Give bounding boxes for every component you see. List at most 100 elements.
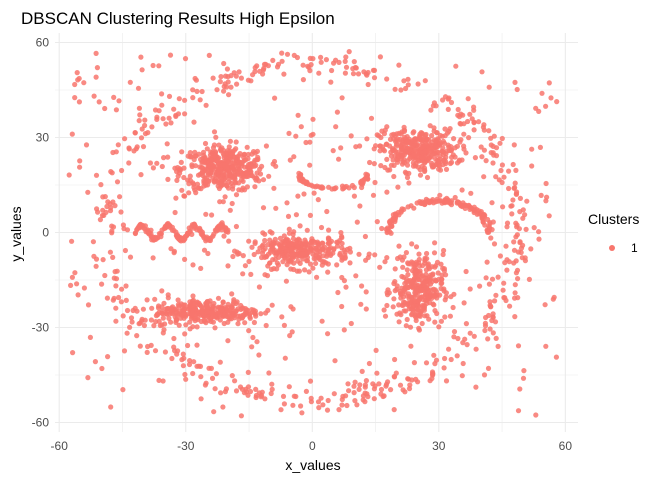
- data-point: [92, 359, 98, 365]
- data-point: [204, 236, 211, 242]
- data-point: [351, 383, 357, 389]
- data-point: [548, 95, 554, 101]
- data-point: [159, 288, 165, 294]
- data-point: [403, 85, 409, 92]
- data-point: [458, 137, 464, 143]
- data-point: [462, 205, 468, 211]
- data-point: [446, 198, 452, 204]
- x-tick-label: 30: [432, 439, 446, 453]
- data-point: [72, 81, 78, 88]
- data-point: [351, 184, 357, 191]
- data-point: [212, 152, 218, 159]
- data-point: [225, 263, 231, 269]
- data-point: [260, 205, 267, 211]
- data-point: [251, 319, 257, 326]
- data-point: [485, 216, 491, 223]
- data-point: [433, 138, 439, 144]
- data-point: [159, 91, 165, 97]
- data-point: [418, 273, 424, 279]
- data-point: [239, 161, 245, 167]
- data-point: [267, 229, 273, 235]
- data-point: [382, 313, 389, 319]
- data-point: [463, 268, 469, 275]
- data-point: [72, 270, 78, 276]
- data-point: [150, 62, 156, 69]
- data-point: [486, 128, 492, 134]
- data-point: [238, 413, 244, 419]
- data-point: [95, 209, 101, 215]
- data-point: [347, 245, 353, 251]
- data-point: [273, 163, 279, 169]
- data-point: [303, 139, 309, 146]
- data-point: [506, 168, 512, 174]
- data-point: [442, 200, 448, 206]
- data-point: [325, 269, 331, 275]
- data-point: [271, 266, 277, 272]
- data-point: [285, 213, 292, 219]
- data-point: [244, 170, 250, 176]
- data-point: [220, 299, 226, 305]
- data-point: [509, 203, 515, 209]
- data-point: [156, 303, 162, 309]
- data-point: [252, 184, 258, 190]
- data-point: [419, 320, 425, 327]
- data-point: [408, 343, 414, 349]
- data-point: [440, 251, 446, 258]
- data-point: [307, 139, 313, 145]
- data-point: [342, 184, 348, 190]
- data-point: [416, 327, 422, 333]
- data-point: [442, 314, 448, 320]
- data-point: [386, 219, 393, 225]
- data-point: [236, 187, 242, 193]
- data-point: [402, 389, 408, 395]
- data-point: [451, 334, 457, 340]
- data-point: [418, 200, 424, 206]
- data-point: [522, 255, 528, 261]
- y-tick-label: 30: [36, 131, 50, 145]
- data-point: [197, 97, 203, 103]
- data-point: [401, 128, 407, 134]
- data-point: [74, 281, 80, 287]
- data-point: [343, 393, 349, 399]
- data-point: [198, 374, 204, 380]
- data-point: [533, 105, 539, 111]
- data-point: [290, 402, 296, 408]
- data-point: [482, 327, 488, 334]
- data-point: [488, 235, 494, 241]
- data-point: [69, 238, 75, 244]
- data-point: [211, 409, 217, 415]
- data-point: [93, 172, 100, 178]
- data-point: [422, 154, 429, 160]
- data-point: [522, 212, 528, 218]
- data-point: [543, 343, 549, 349]
- data-point: [295, 193, 301, 199]
- data-point: [350, 71, 357, 77]
- data-point: [407, 300, 413, 306]
- data-point: [551, 294, 557, 300]
- data-point: [124, 307, 131, 314]
- data-point: [331, 391, 337, 397]
- data-point: [223, 182, 229, 188]
- data-point: [113, 107, 119, 113]
- data-point: [451, 329, 458, 335]
- data-point: [371, 161, 377, 167]
- data-point: [378, 163, 384, 169]
- data-point: [391, 407, 397, 413]
- data-point: [447, 313, 453, 319]
- data-point: [481, 122, 487, 128]
- data-point: [87, 334, 93, 340]
- data-point: [181, 315, 187, 321]
- data-point: [484, 259, 490, 265]
- data-point: [431, 352, 437, 358]
- data-point: [75, 292, 81, 298]
- data-point: [211, 129, 218, 135]
- data-point: [302, 267, 308, 273]
- data-point: [359, 184, 365, 191]
- data-point: [269, 302, 275, 308]
- data-point: [360, 393, 366, 399]
- data-point: [225, 338, 231, 344]
- data-point: [191, 184, 197, 190]
- data-point: [400, 264, 406, 270]
- data-point: [413, 273, 419, 279]
- data-point: [347, 260, 353, 266]
